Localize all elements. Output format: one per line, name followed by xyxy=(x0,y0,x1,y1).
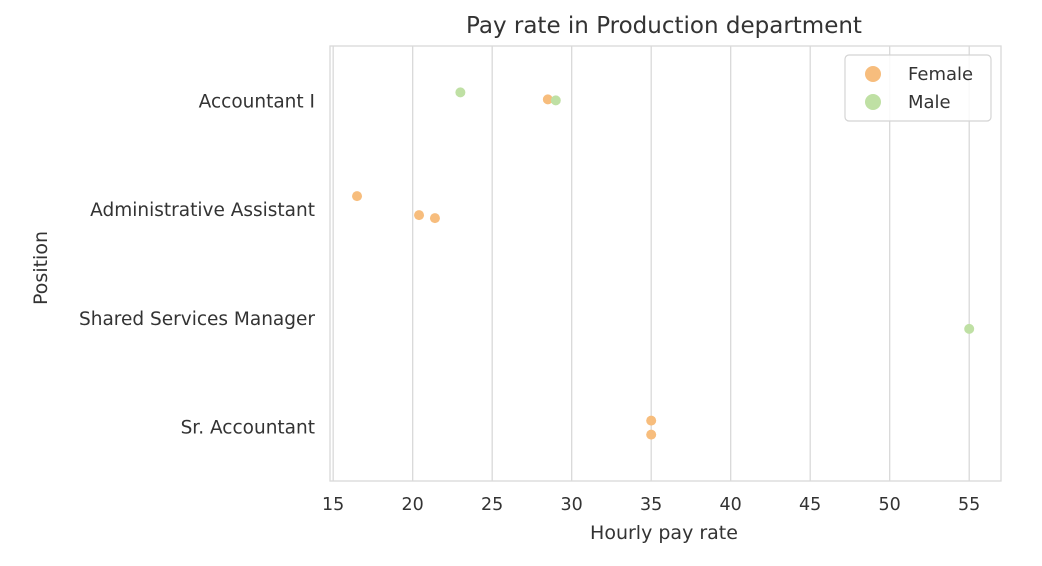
x-tick-label: 20 xyxy=(402,495,424,515)
point-male xyxy=(964,323,975,334)
y-category-label: Administrative Assistant xyxy=(90,200,315,221)
legend-marker-female xyxy=(865,66,881,82)
point-male xyxy=(550,95,561,106)
point-female xyxy=(352,191,363,202)
y-category-label: Accountant I xyxy=(199,91,315,112)
plot-frame xyxy=(329,45,1002,482)
point-female xyxy=(429,213,440,224)
point-female xyxy=(542,94,553,105)
x-tick-label: 25 xyxy=(481,495,503,515)
x-tick-label: 55 xyxy=(958,495,980,515)
chart-title: Pay rate in Production department xyxy=(466,13,862,39)
y-category-label: Shared Services Manager xyxy=(79,309,315,330)
x-tick-labels: 15 20 25 30 35 40 45 50 55 xyxy=(322,495,980,515)
y-category-labels: Accountant I Administrative Assistant Shar… xyxy=(79,91,315,438)
x-tick-label: 50 xyxy=(879,495,901,515)
data-points xyxy=(352,87,975,440)
point-female xyxy=(414,210,425,221)
y-category-label: Sr. Accountant xyxy=(181,418,315,439)
x-tick-label: 30 xyxy=(561,495,583,515)
point-male xyxy=(455,87,466,98)
legend: Female Male xyxy=(844,54,992,122)
x-tick-label: 35 xyxy=(640,495,662,515)
legend-items: Female Male xyxy=(865,64,973,113)
x-tick-label: 40 xyxy=(720,495,742,515)
legend-label: Male xyxy=(908,92,951,113)
legend-box xyxy=(844,54,992,122)
grid-lines xyxy=(332,46,970,481)
x-tick-label: 45 xyxy=(799,495,821,515)
legend-marker-male xyxy=(865,94,881,110)
legend-label: Female xyxy=(908,64,973,85)
point-female xyxy=(646,429,657,440)
point-female xyxy=(646,415,657,426)
x-tick-label: 15 xyxy=(322,495,344,515)
y-axis-label: Position xyxy=(30,231,52,305)
x-axis-label: Hourly pay rate xyxy=(590,522,738,544)
